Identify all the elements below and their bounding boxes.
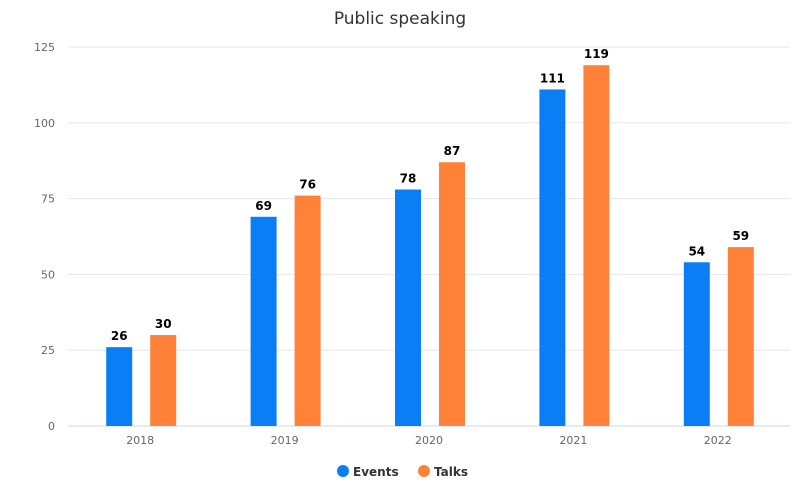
- bar-events: [106, 347, 133, 426]
- gridlines: [68, 46, 790, 427]
- data-label: 30: [155, 317, 172, 331]
- data-label: 87: [444, 144, 461, 158]
- bar-talks: [294, 195, 321, 426]
- y-tick-label: 100: [34, 117, 55, 130]
- y-tick-label: 50: [41, 268, 55, 281]
- data-label: 76: [299, 178, 316, 192]
- data-label: 59: [732, 229, 749, 243]
- legend: Events Talks: [337, 465, 468, 479]
- legend-label: Events: [353, 465, 399, 479]
- legend-label: Talks: [434, 465, 468, 479]
- chart-title: Public speaking: [334, 9, 466, 29]
- legend-item-events[interactable]: Events: [337, 465, 399, 479]
- x-tick-label: 2022: [704, 434, 732, 447]
- bar-events: [683, 262, 710, 426]
- data-label: 111: [540, 71, 565, 85]
- y-axis: 0 25 50 75 100 125: [34, 41, 55, 433]
- data-label: 26: [111, 329, 128, 343]
- legend-marker: [418, 465, 430, 477]
- y-tick-label: 75: [41, 193, 55, 206]
- data-label: 54: [688, 244, 705, 258]
- data-label: 119: [584, 47, 609, 61]
- x-tick-label: 2018: [126, 434, 154, 447]
- x-axis: 2018 2019 2020 2021 2022: [126, 434, 732, 447]
- data-label: 69: [255, 199, 272, 213]
- bar-events: [250, 216, 277, 426]
- legend-marker: [337, 465, 349, 477]
- bar-events: [395, 189, 421, 426]
- x-tick-label: 2021: [559, 434, 587, 447]
- bar-events: [539, 89, 566, 426]
- legend-item-talks[interactable]: Talks: [418, 465, 468, 479]
- data-labels: 26 30 69 76 78 87 111 119 54 59: [111, 47, 749, 343]
- data-label: 78: [400, 172, 417, 186]
- bar-talks: [150, 335, 177, 426]
- bar-talks: [727, 247, 754, 426]
- y-tick-label: 125: [34, 41, 55, 54]
- bar-talks: [439, 162, 465, 426]
- bar-talks: [583, 65, 610, 426]
- y-tick-label: 0: [48, 420, 55, 433]
- y-tick-label: 25: [41, 344, 55, 357]
- x-tick-label: 2019: [271, 434, 299, 447]
- bars: [106, 65, 754, 426]
- x-tick-label: 2020: [415, 434, 443, 447]
